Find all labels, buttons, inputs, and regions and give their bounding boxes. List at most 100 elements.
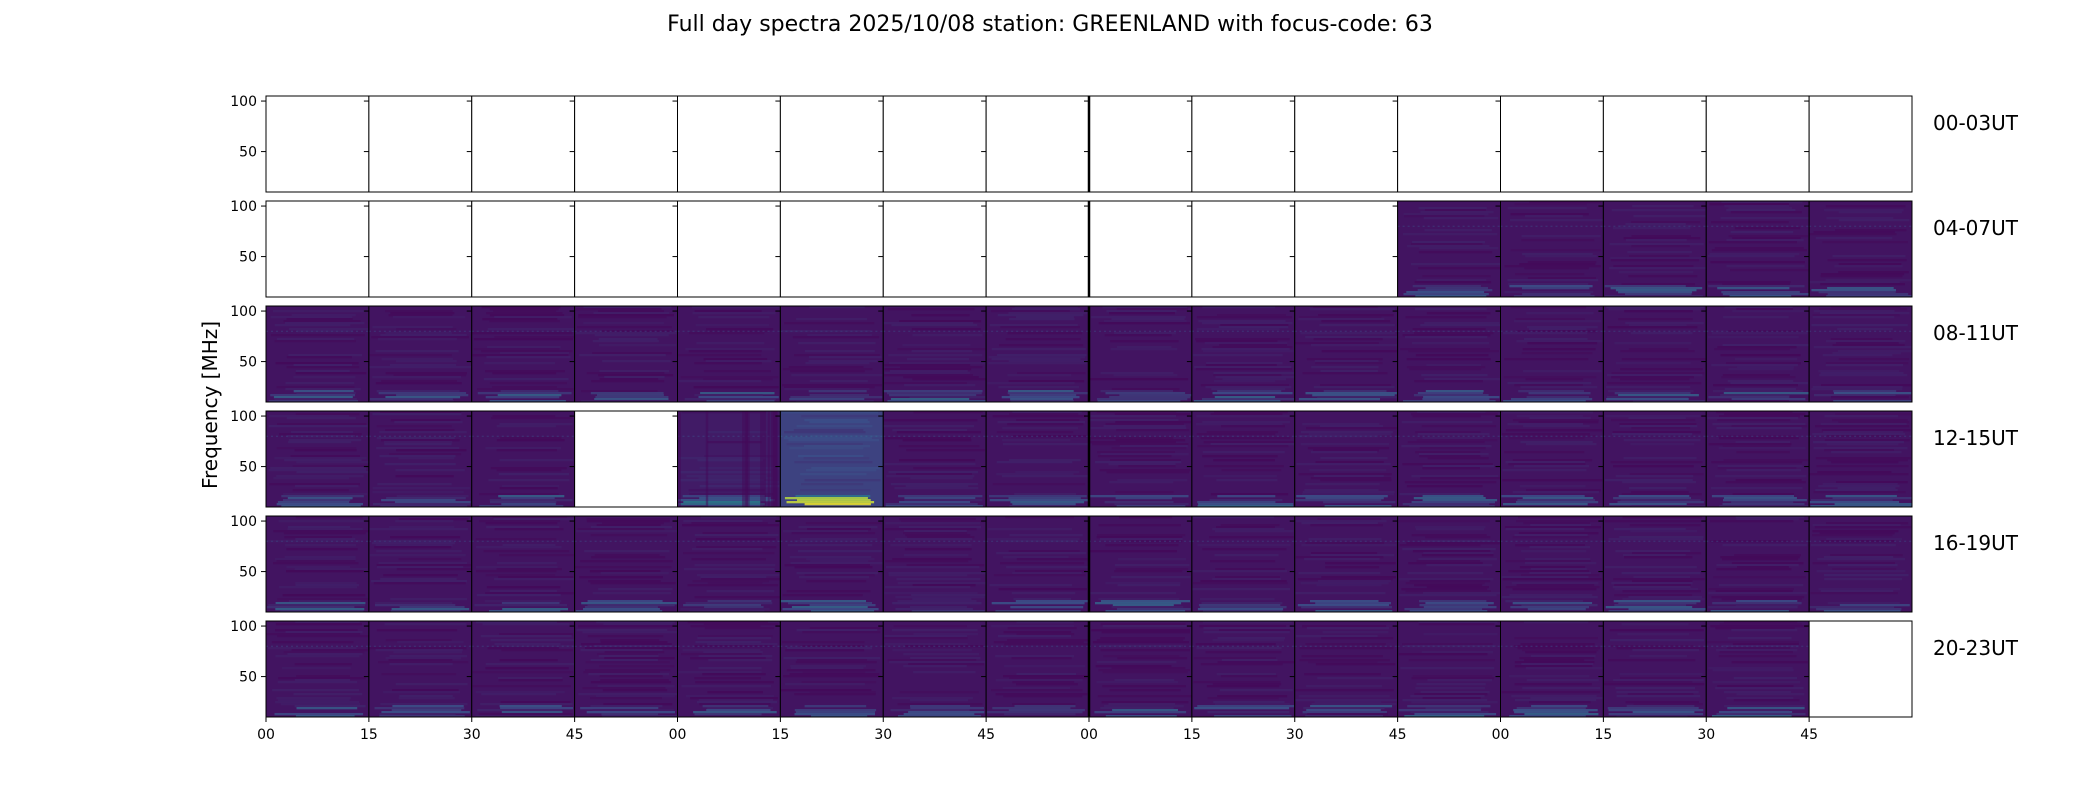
spectral-band	[500, 707, 573, 710]
spectral-band	[698, 477, 774, 480]
spectral-band	[501, 602, 560, 605]
spectral-band	[293, 364, 352, 367]
spectral-band	[887, 659, 977, 662]
panel-04-07UT-3	[569, 200, 678, 298]
spectral-band	[1298, 473, 1392, 476]
spectral-band	[598, 344, 677, 347]
spectral-band	[1092, 641, 1189, 644]
spectral-band	[369, 647, 467, 650]
spectral-band	[1418, 207, 1487, 210]
spectral-band	[990, 310, 1070, 313]
spectral-band	[490, 639, 574, 642]
spectral-band	[1212, 528, 1285, 531]
spectral-band	[1514, 699, 1597, 702]
spectral-band	[381, 711, 470, 714]
panel-20-23UT-7	[981, 620, 1090, 718]
spectral-band	[1302, 491, 1395, 494]
spectral-band	[1320, 384, 1392, 387]
spectral-band	[1116, 308, 1188, 311]
spectral-band	[1212, 578, 1282, 581]
panel-20-23UT-8	[1084, 620, 1193, 718]
spectral-band	[1302, 372, 1388, 375]
spectral-band	[591, 556, 666, 559]
spectral-band	[1618, 394, 1699, 397]
spectral-band	[901, 520, 984, 523]
spectral-band	[890, 398, 970, 401]
spectral-band	[995, 693, 1088, 696]
spectral-band	[598, 588, 673, 591]
spectral-band	[793, 429, 864, 432]
spectral-band	[993, 574, 1086, 577]
spectral-band	[1011, 592, 1076, 595]
spectral-band	[1529, 546, 1591, 549]
spectral-band	[582, 687, 666, 690]
spectral-band	[1307, 713, 1388, 716]
spectral-band	[575, 610, 663, 612]
panel-20-23UT-13	[1598, 620, 1707, 718]
spectral-band	[384, 623, 467, 626]
spectral-band	[1716, 649, 1798, 652]
spectral-band	[390, 610, 461, 612]
spectral-band	[273, 477, 350, 480]
spectral-band	[1510, 606, 1589, 609]
y-tick-label: 100	[230, 619, 257, 635]
panel-00-03UT-3	[569, 95, 678, 193]
spectral-band	[1512, 536, 1590, 539]
spectral-band	[379, 715, 465, 717]
spectral-band	[1096, 639, 1184, 642]
spectral-band	[1832, 497, 1912, 500]
spectral-band	[1415, 295, 1487, 297]
spectral-band	[498, 495, 565, 498]
spectral-band	[705, 360, 772, 363]
spectral-band	[1115, 568, 1189, 571]
spectral-band	[1519, 263, 1596, 266]
spectral-band	[1295, 699, 1398, 702]
spectral-band	[500, 390, 559, 393]
spectral-band	[1193, 582, 1288, 585]
panel-20-23UT-11	[1392, 620, 1501, 718]
spectral-band	[1815, 237, 1893, 240]
spectral-band	[691, 522, 768, 525]
panel-04-07UT-13	[1598, 200, 1707, 298]
spectral-band	[1193, 681, 1281, 684]
spectral-band	[1193, 400, 1281, 402]
spectral-band	[889, 394, 977, 397]
spectral-band	[1426, 312, 1491, 315]
spectral-band	[1735, 604, 1799, 607]
spectral-band	[1003, 675, 1089, 678]
spectral-band	[1530, 524, 1591, 527]
spectral-band	[594, 398, 669, 401]
spectral-band	[708, 659, 773, 662]
spectral-band	[910, 477, 973, 480]
spectral-band	[788, 602, 872, 605]
spectral-band	[1399, 594, 1497, 597]
spectral-band	[1516, 340, 1603, 343]
spectral-band	[1612, 431, 1701, 434]
panel-20-23UT-0	[261, 620, 370, 718]
spectral-band	[796, 425, 873, 428]
spectral-band	[1501, 576, 1589, 579]
spectral-band	[1210, 560, 1276, 563]
spectral-band	[1213, 459, 1275, 462]
spectral-band	[1629, 487, 1687, 490]
spectral-band	[377, 483, 452, 486]
spectral-band	[707, 600, 772, 603]
spectral-band	[1108, 703, 1176, 706]
spectral-band	[796, 572, 878, 575]
spectral-band	[1625, 223, 1686, 226]
spectral-band	[375, 604, 456, 607]
spectral-band	[1707, 606, 1798, 609]
spectral-band	[1721, 376, 1796, 379]
spectral-band	[798, 342, 876, 345]
spectral-band	[295, 582, 357, 585]
panel-04-07UT-0	[261, 200, 370, 298]
spectral-band	[1823, 610, 1901, 612]
spectral-band	[1629, 255, 1690, 258]
spectral-band	[1209, 536, 1294, 539]
spectral-band	[991, 358, 1081, 361]
spectral-band	[376, 566, 464, 569]
spectral-band	[1295, 689, 1394, 692]
spectral-band	[1096, 661, 1177, 664]
spectral-band	[785, 649, 865, 652]
spectral-band	[602, 689, 668, 692]
